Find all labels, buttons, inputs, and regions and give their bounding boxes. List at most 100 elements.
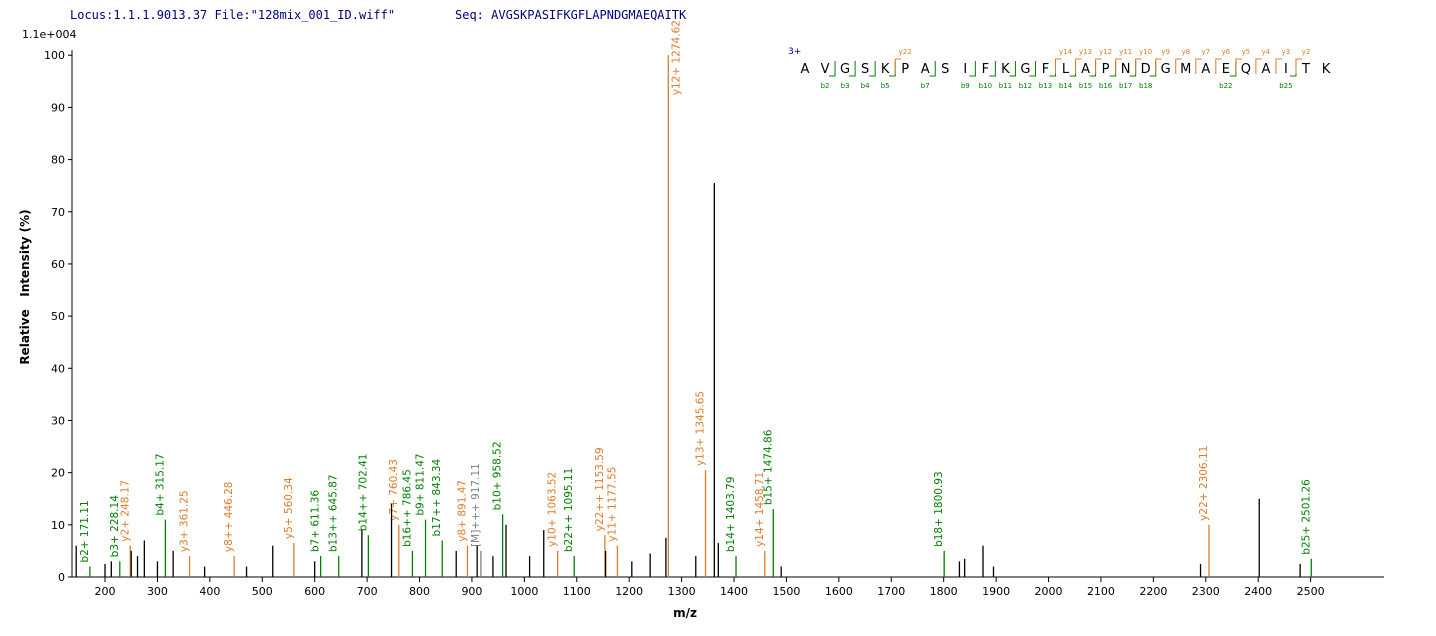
- y-ion-marker: [894, 58, 902, 74]
- b-ion-label: b25: [1279, 82, 1292, 90]
- y-tick-label: 10: [51, 519, 65, 532]
- y-tick-label: 70: [51, 206, 65, 219]
- b-ion-label: b14: [1059, 82, 1073, 90]
- b-ion-label: b10: [979, 82, 992, 90]
- x-tick-label: 2000: [1035, 585, 1063, 598]
- y-axis-title: Relative Intensity (%): [18, 209, 32, 364]
- peak-label: b13++ 645.87: [328, 474, 340, 552]
- y-ion-marker: [1055, 58, 1062, 74]
- x-tick-label: 1900: [982, 585, 1010, 598]
- y-ion-label: y7: [1201, 48, 1210, 56]
- residue: D: [1141, 62, 1151, 77]
- y-tick-label: 50: [51, 310, 65, 323]
- y-ion-label: y13: [1079, 48, 1092, 56]
- x-tick-label: 1700: [877, 585, 905, 598]
- y-ion-label: y12: [1099, 48, 1112, 56]
- b-ion-marker: [1129, 61, 1137, 77]
- y-ion-label: y11: [1119, 48, 1132, 56]
- b-ion-marker: [869, 61, 876, 77]
- peak-label: y22++ 1153.59: [594, 447, 606, 531]
- b-ion-label: b3: [841, 82, 850, 90]
- y-ion-marker: [1255, 58, 1262, 74]
- y-ion-label: y5: [1242, 48, 1251, 56]
- peak-label: y3+ 361.25: [179, 490, 191, 552]
- y-ion-marker: [1175, 58, 1182, 74]
- x-tick-label: 600: [304, 585, 325, 598]
- y-ion-marker: [1295, 58, 1302, 74]
- y-ion-marker: [1095, 58, 1102, 74]
- residue: T: [1301, 62, 1310, 77]
- peak-label: y11+ 1177.55: [606, 467, 618, 542]
- peak-label: b10+ 958.52: [492, 441, 504, 510]
- x-tick-label: 1300: [668, 585, 696, 598]
- b-ion-marker: [889, 61, 896, 77]
- peak-label: b9+ 811.47: [415, 453, 427, 515]
- b-ion-label: b18: [1139, 82, 1152, 90]
- peak-label: b3+ 228.14: [109, 495, 121, 558]
- peak-label: y14+ 1458.71: [754, 472, 766, 547]
- x-tick-label: 200: [95, 585, 116, 598]
- residue: I: [1284, 62, 1288, 77]
- b-ion-marker: [1049, 61, 1056, 77]
- peak-label: [M]+++ 917.11: [470, 463, 482, 547]
- peak-label: b7+ 611.36: [310, 490, 322, 553]
- x-tick-label: 300: [147, 585, 168, 598]
- y-ion-marker: [1195, 58, 1202, 74]
- x-tick-label: 400: [199, 585, 220, 598]
- y-ion-label: y8: [1181, 48, 1190, 56]
- y-ion-label: y3: [1282, 48, 1291, 56]
- residue: A: [801, 62, 810, 77]
- x-tick-label: 2300: [1192, 585, 1220, 598]
- b-ion-label: b16: [1099, 82, 1113, 90]
- y-tick-label: 90: [51, 101, 65, 114]
- peak-label: b17++ 843.34: [431, 458, 443, 536]
- peak-label: y8++ 446.28: [223, 482, 235, 553]
- b-ion-label: b11: [999, 82, 1012, 90]
- charge-state: 3+: [788, 47, 801, 57]
- y-ion-label: y10: [1139, 48, 1152, 56]
- b-ion-marker: [1029, 61, 1036, 77]
- b-ion-marker: [1069, 61, 1077, 77]
- residue: P: [901, 62, 909, 77]
- y-tick-label: 30: [51, 414, 65, 427]
- b-ion-label: b9: [961, 82, 970, 90]
- b-ion-marker: [1289, 61, 1297, 77]
- y-ion-marker: [1155, 58, 1162, 74]
- y-ion-marker: [1235, 58, 1242, 74]
- y-tick-label: 40: [51, 362, 65, 375]
- sequence-annotation: A V G S K P A S I F K G F L A P N D G M A E Q A I T Kb2 b3 b4 b5 b7 b9 b…: [801, 48, 1331, 90]
- y-ion-marker: [1275, 58, 1282, 74]
- residue: K: [1001, 62, 1010, 77]
- y-ion-label: y22: [899, 48, 912, 56]
- residue: S: [861, 62, 869, 77]
- x-tick-label: 2200: [1139, 585, 1167, 598]
- x-tick-label: 1600: [825, 585, 853, 598]
- residue: G: [840, 62, 850, 77]
- y-tick-label: 20: [51, 467, 65, 480]
- y-tick-label: 60: [51, 258, 65, 271]
- peak-label: y8+ 891.47: [456, 480, 468, 542]
- peak-label: y5+ 560.34: [283, 477, 295, 539]
- b-ion-label: b13: [1039, 82, 1052, 90]
- residue: E: [1222, 62, 1230, 77]
- peak-label: b16++ 786.45: [401, 469, 413, 547]
- header-locus: Locus:1.1.1.9013.37 File:"128mix_001_ID.…: [70, 8, 395, 22]
- peak-label: y10+ 1063.52: [547, 472, 559, 547]
- b-ion-label: b5: [881, 82, 890, 90]
- residue: A: [1261, 62, 1270, 77]
- y-tick-label: 80: [51, 154, 65, 167]
- residue: G: [1020, 62, 1030, 77]
- peak-label: y22+ 2306.11: [1198, 446, 1210, 521]
- x-tick-label: 800: [409, 585, 430, 598]
- y-ion-label: y4: [1262, 48, 1271, 56]
- peak-label: b4+ 315.17: [154, 453, 166, 515]
- residue: Q: [1241, 62, 1251, 77]
- b-ion-marker: [1229, 61, 1237, 77]
- b-ion-label: b12: [1019, 82, 1032, 90]
- b-ion-marker: [929, 61, 936, 77]
- peak-label: b18+ 1800.93: [933, 471, 945, 547]
- residue: K: [1322, 62, 1331, 77]
- residue: A: [1081, 62, 1090, 77]
- peak-label: b22++ 1095.11: [563, 468, 575, 552]
